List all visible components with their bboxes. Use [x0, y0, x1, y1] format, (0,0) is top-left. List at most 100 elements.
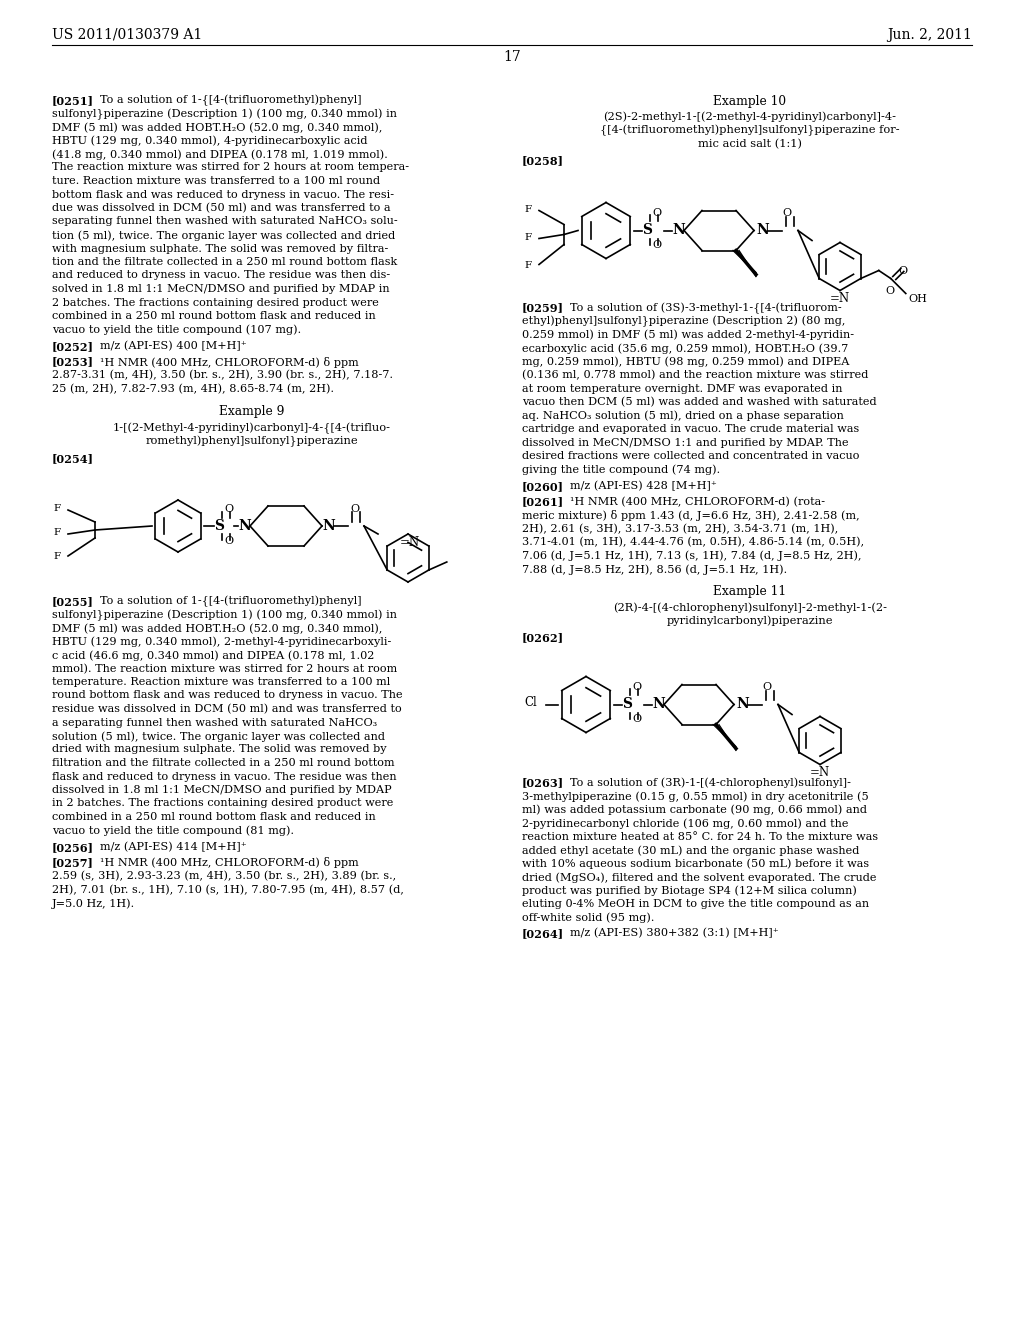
Text: 7.88 (d, J=8.5 Hz, 2H), 8.56 (d, J=5.1 Hz, 1H).: 7.88 (d, J=8.5 Hz, 2H), 8.56 (d, J=5.1 H…	[522, 564, 787, 574]
Text: 2 batches. The fractions containing desired product were: 2 batches. The fractions containing desi…	[52, 297, 379, 308]
Text: eluting 0-4% MeOH in DCM to give the title compound as an: eluting 0-4% MeOH in DCM to give the tit…	[522, 899, 869, 909]
Text: O: O	[632, 682, 641, 693]
Text: due was dissolved in DCM (50 ml) and was transferred to a: due was dissolved in DCM (50 ml) and was…	[52, 203, 390, 214]
Text: combined in a 250 ml round bottom flask and reduced in: combined in a 250 ml round bottom flask …	[52, 812, 376, 822]
Text: [0259]: [0259]	[522, 302, 564, 314]
Text: solution (5 ml), twice. The organic layer was collected and: solution (5 ml), twice. The organic laye…	[52, 731, 385, 742]
Text: 2-pyridinecarbonyl chloride (106 mg, 0.60 mmol) and the: 2-pyridinecarbonyl chloride (106 mg, 0.6…	[522, 818, 849, 829]
Text: [0251]: [0251]	[52, 95, 94, 106]
Text: OH: OH	[908, 293, 928, 304]
Text: [0252]: [0252]	[52, 341, 94, 352]
Text: [0264]: [0264]	[522, 928, 564, 939]
Text: residue was dissolved in DCM (50 ml) and was transferred to: residue was dissolved in DCM (50 ml) and…	[52, 704, 401, 714]
Text: vacuo then DCM (5 ml) was added and washed with saturated: vacuo then DCM (5 ml) was added and wash…	[522, 397, 877, 408]
Text: =N: =N	[830, 293, 850, 305]
Text: added ethyl acetate (30 mL) and the organic phase washed: added ethyl acetate (30 mL) and the orga…	[522, 845, 859, 855]
Text: mg, 0.259 mmol), HBTU (98 mg, 0.259 mmol) and DIPEA: mg, 0.259 mmol), HBTU (98 mg, 0.259 mmol…	[522, 356, 849, 367]
Text: giving the title compound (74 mg).: giving the title compound (74 mg).	[522, 465, 720, 475]
Text: pyridinylcarbonyl)piperazine: pyridinylcarbonyl)piperazine	[667, 615, 834, 626]
Text: F: F	[524, 260, 531, 269]
Text: 2.59 (s, 3H), 2.93-3.23 (m, 4H), 3.50 (br. s., 2H), 3.89 (br. s.,: 2.59 (s, 3H), 2.93-3.23 (m, 4H), 3.50 (b…	[52, 871, 396, 882]
Text: O: O	[899, 267, 908, 276]
Text: ethyl)phenyl]sulfonyl}piperazine (Description 2) (80 mg,: ethyl)phenyl]sulfonyl}piperazine (Descri…	[522, 315, 846, 327]
Text: bottom flask and was reduced to dryness in vacuo. The resi-: bottom flask and was reduced to dryness …	[52, 190, 394, 199]
Text: meric mixture) δ ppm 1.43 (d, J=6.6 Hz, 3H), 2.41-2.58 (m,: meric mixture) δ ppm 1.43 (d, J=6.6 Hz, …	[522, 510, 859, 521]
Text: N: N	[756, 223, 769, 238]
Text: Cl: Cl	[524, 697, 537, 710]
Text: O: O	[632, 714, 641, 725]
Text: dissolved in MeCN/DMSO 1:1 and purified by MDAP. The: dissolved in MeCN/DMSO 1:1 and purified …	[522, 437, 849, 447]
Text: (2S)-2-methyl-1-[(2-methyl-4-pyridinyl)carbonyl]-4-: (2S)-2-methyl-1-[(2-methyl-4-pyridinyl)c…	[603, 111, 896, 121]
Text: m/z (API-ES) 380+382 (3:1) [M+H]⁺: m/z (API-ES) 380+382 (3:1) [M+H]⁺	[570, 928, 778, 939]
Text: [0260]: [0260]	[522, 480, 564, 492]
Text: ture. Reaction mixture was transferred to a 100 ml round: ture. Reaction mixture was transferred t…	[52, 176, 380, 186]
Text: US 2011/0130379 A1: US 2011/0130379 A1	[52, 28, 203, 42]
Text: =N: =N	[810, 767, 830, 780]
Text: dissolved in 1.8 ml 1:1 MeCN/DMSO and purified by MDAP: dissolved in 1.8 ml 1:1 MeCN/DMSO and pu…	[52, 785, 391, 795]
Text: ¹H NMR (400 MHz, CHLOROFORM-d) δ ppm: ¹H NMR (400 MHz, CHLOROFORM-d) δ ppm	[100, 858, 358, 869]
Text: [0262]: [0262]	[522, 632, 564, 643]
Text: c acid (46.6 mg, 0.340 mmol) and DIPEA (0.178 ml, 1.02: c acid (46.6 mg, 0.340 mmol) and DIPEA (…	[52, 649, 375, 660]
Text: (0.136 ml, 0.778 mmol) and the reaction mixture was stirred: (0.136 ml, 0.778 mmol) and the reaction …	[522, 370, 868, 380]
Text: separating funnel then washed with saturated NaHCO₃ solu-: separating funnel then washed with satur…	[52, 216, 397, 227]
Text: 1-[(2-Methyl-4-pyridinyl)carbonyl]-4-{[4-(trifluo-: 1-[(2-Methyl-4-pyridinyl)carbonyl]-4-{[4…	[113, 422, 391, 434]
Text: O: O	[782, 209, 792, 219]
Text: [0254]: [0254]	[52, 454, 94, 465]
Text: ¹H NMR (400 MHz, CHLOROFORM-d) (rota-: ¹H NMR (400 MHz, CHLOROFORM-d) (rota-	[570, 496, 825, 507]
Text: mmol). The reaction mixture was stirred for 2 hours at room: mmol). The reaction mixture was stirred …	[52, 664, 397, 673]
Text: [0257]: [0257]	[52, 858, 94, 869]
Text: To a solution of (3S)-3-methyl-1-{[4-(trifluorom-: To a solution of (3S)-3-methyl-1-{[4-(tr…	[570, 302, 842, 314]
Text: [0255]: [0255]	[52, 597, 94, 607]
Text: N: N	[672, 223, 685, 238]
Text: m/z (API-ES) 414 [M+H]⁺: m/z (API-ES) 414 [M+H]⁺	[100, 842, 247, 853]
Text: DMF (5 ml) was added HOBT.H₂O (52.0 mg, 0.340 mmol),: DMF (5 ml) was added HOBT.H₂O (52.0 mg, …	[52, 623, 382, 634]
Text: tion and the filtrate collected in a 250 ml round bottom flask: tion and the filtrate collected in a 250…	[52, 257, 397, 267]
Text: ml) was added potassium carbonate (90 mg, 0.66 mmol) and: ml) was added potassium carbonate (90 mg…	[522, 804, 867, 814]
Text: 17: 17	[503, 50, 521, 63]
Text: vacuo to yield the title compound (107 mg).: vacuo to yield the title compound (107 m…	[52, 325, 301, 335]
Text: N: N	[238, 519, 251, 533]
Text: O: O	[762, 682, 771, 693]
Text: solved in 1.8 ml 1:1 MeCN/DMSO and purified by MDAP in: solved in 1.8 ml 1:1 MeCN/DMSO and purif…	[52, 284, 389, 294]
Text: vacuo to yield the title compound (81 mg).: vacuo to yield the title compound (81 mg…	[52, 825, 294, 836]
Text: 3.71-4.01 (m, 1H), 4.44-4.76 (m, 0.5H), 4.86-5.14 (m, 0.5H),: 3.71-4.01 (m, 1H), 4.44-4.76 (m, 0.5H), …	[522, 537, 864, 548]
Text: The reaction mixture was stirred for 2 hours at room tempera-: The reaction mixture was stirred for 2 h…	[52, 162, 409, 173]
Text: F: F	[524, 205, 531, 214]
Text: J=5.0 Hz, 1H).: J=5.0 Hz, 1H).	[52, 898, 135, 908]
Text: 0.259 mmol) in DMF (5 ml) was added 2-methyl-4-pyridin-: 0.259 mmol) in DMF (5 ml) was added 2-me…	[522, 330, 854, 341]
Text: dried with magnesium sulphate. The solid was removed by: dried with magnesium sulphate. The solid…	[52, 744, 387, 755]
Text: Jun. 2, 2011: Jun. 2, 2011	[887, 28, 972, 42]
Text: with 10% aqueous sodium bicarbonate (50 mL) before it was: with 10% aqueous sodium bicarbonate (50 …	[522, 858, 869, 869]
Text: at room temperature overnight. DMF was evaporated in: at room temperature overnight. DMF was e…	[522, 384, 843, 393]
Text: reaction mixture heated at 85° C. for 24 h. To the mixture was: reaction mixture heated at 85° C. for 24…	[522, 832, 879, 842]
Text: round bottom flask and was reduced to dryness in vacuo. The: round bottom flask and was reduced to dr…	[52, 690, 402, 701]
Text: m/z (API-ES) 400 [M+H]⁺: m/z (API-ES) 400 [M+H]⁺	[100, 341, 247, 351]
Text: Example 9: Example 9	[219, 405, 285, 418]
Text: with magnesium sulphate. The solid was removed by filtra-: with magnesium sulphate. The solid was r…	[52, 243, 388, 253]
Text: desired fractions were collected and concentrated in vacuo: desired fractions were collected and con…	[522, 451, 859, 461]
Text: (2R)-4-[(4-chlorophenyl)sulfonyl]-2-methyl-1-(2-: (2R)-4-[(4-chlorophenyl)sulfonyl]-2-meth…	[613, 602, 887, 612]
Text: dried (MgSO₄), filtered and the solvent evaporated. The crude: dried (MgSO₄), filtered and the solvent …	[522, 873, 877, 883]
Text: ecarboxylic acid (35.6 mg, 0.259 mmol), HOBT.H₂O (39.7: ecarboxylic acid (35.6 mg, 0.259 mmol), …	[522, 343, 848, 354]
Text: 2H), 2.61 (s, 3H), 3.17-3.53 (m, 2H), 3.54-3.71 (m, 1H),: 2H), 2.61 (s, 3H), 3.17-3.53 (m, 2H), 3.…	[522, 524, 839, 533]
Text: O: O	[652, 209, 662, 219]
Text: To a solution of 1-{[4-(trifluoromethyl)phenyl]: To a solution of 1-{[4-(trifluoromethyl)…	[100, 95, 361, 107]
Text: [0253]: [0253]	[52, 356, 94, 367]
Text: F: F	[53, 528, 60, 537]
Text: F: F	[53, 504, 60, 513]
Text: F: F	[53, 552, 60, 561]
Text: HBTU (129 mg, 0.340 mmol), 2-methyl-4-pyridinecarboxyli-: HBTU (129 mg, 0.340 mmol), 2-methyl-4-py…	[52, 636, 391, 647]
Text: tion (5 ml), twice. The organic layer was collected and dried: tion (5 ml), twice. The organic layer wa…	[52, 230, 395, 240]
Text: m/z (API-ES) 428 [M+H]⁺: m/z (API-ES) 428 [M+H]⁺	[570, 480, 717, 491]
Text: HBTU (129 mg, 0.340 mmol), 4-pyridinecarboxylic acid: HBTU (129 mg, 0.340 mmol), 4-pyridinecar…	[52, 136, 368, 147]
Text: filtration and the filtrate collected in a 250 ml round bottom: filtration and the filtrate collected in…	[52, 758, 394, 768]
Text: N: N	[322, 519, 335, 533]
Text: and reduced to dryness in vacuo. The residue was then dis-: and reduced to dryness in vacuo. The res…	[52, 271, 390, 281]
Text: Example 10: Example 10	[714, 95, 786, 108]
Text: {[4-(trifluoromethyl)phenyl]sulfonyl}piperazine for-: {[4-(trifluoromethyl)phenyl]sulfonyl}pip…	[600, 125, 900, 136]
Text: =N: =N	[400, 536, 420, 549]
Text: DMF (5 ml) was added HOBT.H₂O (52.0 mg, 0.340 mmol),: DMF (5 ml) was added HOBT.H₂O (52.0 mg, …	[52, 121, 382, 132]
Text: To a solution of (3R)-1-[(4-chlorophenyl)sulfonyl]-: To a solution of (3R)-1-[(4-chlorophenyl…	[570, 777, 851, 788]
Text: in 2 batches. The fractions containing desired product were: in 2 batches. The fractions containing d…	[52, 799, 393, 808]
Text: N: N	[736, 697, 749, 711]
